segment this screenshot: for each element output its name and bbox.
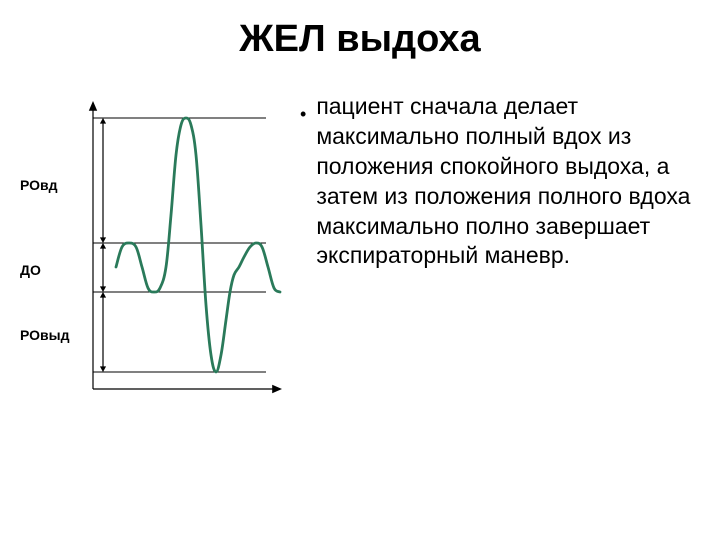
spirogram-svg [20, 95, 290, 395]
label-do: ДО [20, 262, 80, 278]
bullet-paragraph: • пациент сначала делает максимально пол… [300, 92, 700, 271]
page-title: ЖЕЛ выдоха [0, 18, 720, 61]
spirogram-diagram: РОвд ДО РОвыд [20, 95, 290, 395]
bullet-dot: • [300, 104, 306, 125]
label-rovyd: РОвыд [20, 327, 80, 343]
label-rovd: РОвд [20, 177, 80, 193]
bullet-text: пациент сначала делает максимально полны… [316, 92, 700, 271]
